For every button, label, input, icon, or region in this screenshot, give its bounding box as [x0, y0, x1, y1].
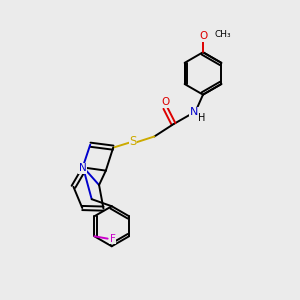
Text: N: N — [79, 163, 87, 173]
Text: CH₃: CH₃ — [214, 30, 231, 39]
Text: O: O — [199, 31, 207, 41]
Text: S: S — [130, 135, 137, 148]
Text: N: N — [190, 107, 198, 117]
Text: H: H — [198, 112, 206, 123]
Text: O: O — [161, 97, 170, 107]
Text: F: F — [110, 234, 116, 244]
